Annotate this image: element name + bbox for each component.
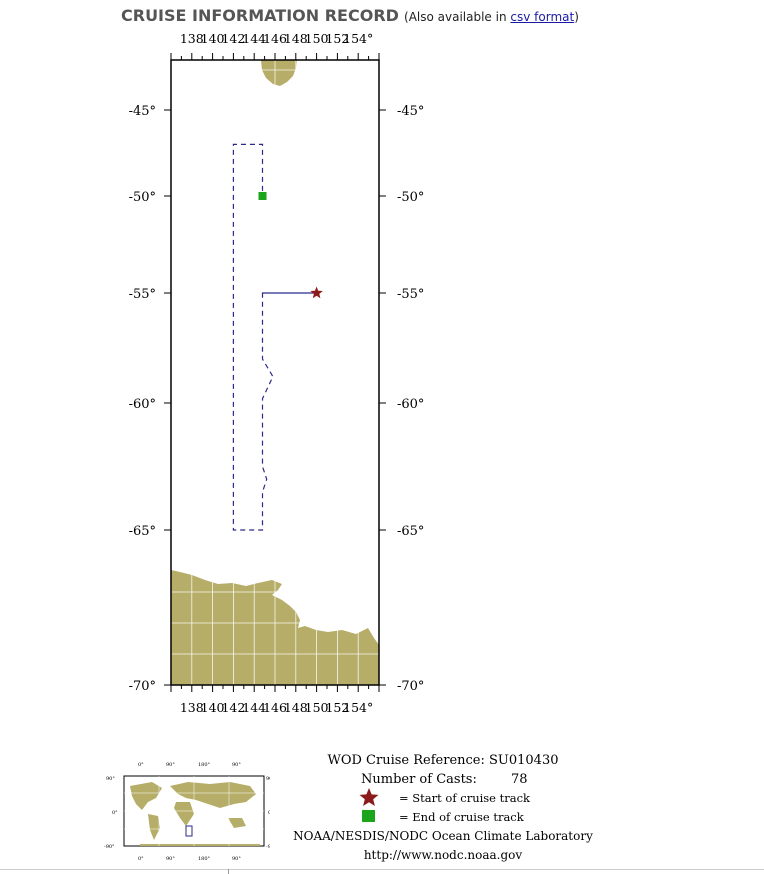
left-lat-label: -55° [129,287,156,302]
page-header: CRUISE INFORMATION RECORD (Also availabl… [121,6,579,25]
svg-text:-90: -90 [266,844,270,850]
right-lat-label: -55° [397,287,424,302]
legend-start-star-icon [359,788,379,806]
left-lat-label: -70° [129,679,156,694]
inset-continents [130,782,260,846]
right-lat-label: -45° [397,104,424,119]
csv-note-prefix: (Also available in [404,10,511,24]
top-lon-label: 138 [180,31,204,46]
inset-labels: 0° 90° 180° 90° 0° 90° 180° 90° 90° 0° -90° 90° 0… [104,762,270,862]
inset-grid [124,776,264,846]
bottom-lon-label: 142 [221,700,245,715]
bottom-divider [0,869,764,870]
csv-note-suffix: ) [574,10,579,24]
cruise-legend: WOD Cruise Reference: SU010430 Number of… [293,753,593,862]
bottom-lon-label: 152 [325,700,349,715]
left-lat-label: -65° [129,524,156,539]
right-latitude-labels: -45° -50° -55° -60° -65° -70° [397,104,424,694]
top-lon-label: 144 [242,31,266,46]
svg-text:180°: 180° [198,762,211,768]
legend-end-square-icon [362,810,375,822]
tasmania-landmass [261,60,297,86]
casts-value: 78 [511,772,528,787]
nodc-url: http://www.nodc.noaa.gov [364,848,523,862]
page-title: CRUISE INFORMATION RECORD [121,6,399,25]
left-lat-label: -45° [129,104,156,119]
axis-ticks [164,53,386,692]
svg-text:0°: 0° [268,810,270,816]
svg-text:90°: 90° [166,856,175,862]
csv-format-link[interactable]: csv format [510,10,575,24]
bottom-lon-label: 154° [343,700,373,715]
svg-text:90°: 90° [106,776,115,782]
csv-note: (Also available in csv format) [404,10,579,24]
casts-label: Number of Casts: [361,772,477,787]
legend-end-text: = End of cruise track [399,810,525,824]
svg-text:90°: 90° [266,776,270,782]
top-lon-label: 140 [201,31,225,46]
left-lat-label: -50° [129,190,156,205]
bottom-lon-label: 148 [284,700,308,715]
right-lat-label: -50° [397,190,424,205]
bottom-lon-label: 144 [242,700,266,715]
svg-text:90°: 90° [232,762,241,768]
end-square-icon [258,192,267,200]
cruise-track-line [232,143,317,531]
wod-reference: WOD Cruise Reference: SU010430 [327,753,558,768]
bottom-lon-label: 140 [201,700,225,715]
svg-text:90°: 90° [232,856,241,862]
legend-start-text: = Start of cruise track [399,791,531,805]
left-lat-label: -60° [129,397,156,412]
svg-text:180°: 180° [198,856,211,862]
left-latitude-labels: -45° -50° -55° -60° -65° -70° [129,104,156,694]
svg-text:0°: 0° [112,810,118,816]
right-lat-label: -60° [397,397,424,412]
bottom-lon-label: 138 [180,700,204,715]
top-lon-label: 152 [325,31,349,46]
right-lat-label: -65° [397,524,424,539]
svg-text:-90°: -90° [104,844,115,850]
bottom-lon-label: 150 [305,700,329,715]
top-lon-label: 154° [343,31,373,46]
top-lon-label: 150 [305,31,329,46]
svg-text:0°: 0° [138,856,144,862]
inset-cruise-area [185,825,193,837]
top-lon-label: 148 [284,31,308,46]
grid-lines [171,60,379,685]
svg-text:0°: 0° [138,762,144,768]
right-lat-label: -70° [397,679,424,694]
inset-world-map: 0° 90° 180° 90° 0° 90° 180° 90° 90° 0° -90° 90° 0… [104,762,270,862]
svg-text:90°: 90° [166,762,175,768]
top-lon-label: 142 [221,31,245,46]
bottom-lon-label: 146 [263,700,287,715]
lab-name: NOAA/NESDIS/NODC Ocean Climate Laborator… [293,829,593,843]
start-star-icon [310,286,323,299]
bottom-divider-tick [228,869,229,874]
top-lon-label: 146 [263,31,287,46]
